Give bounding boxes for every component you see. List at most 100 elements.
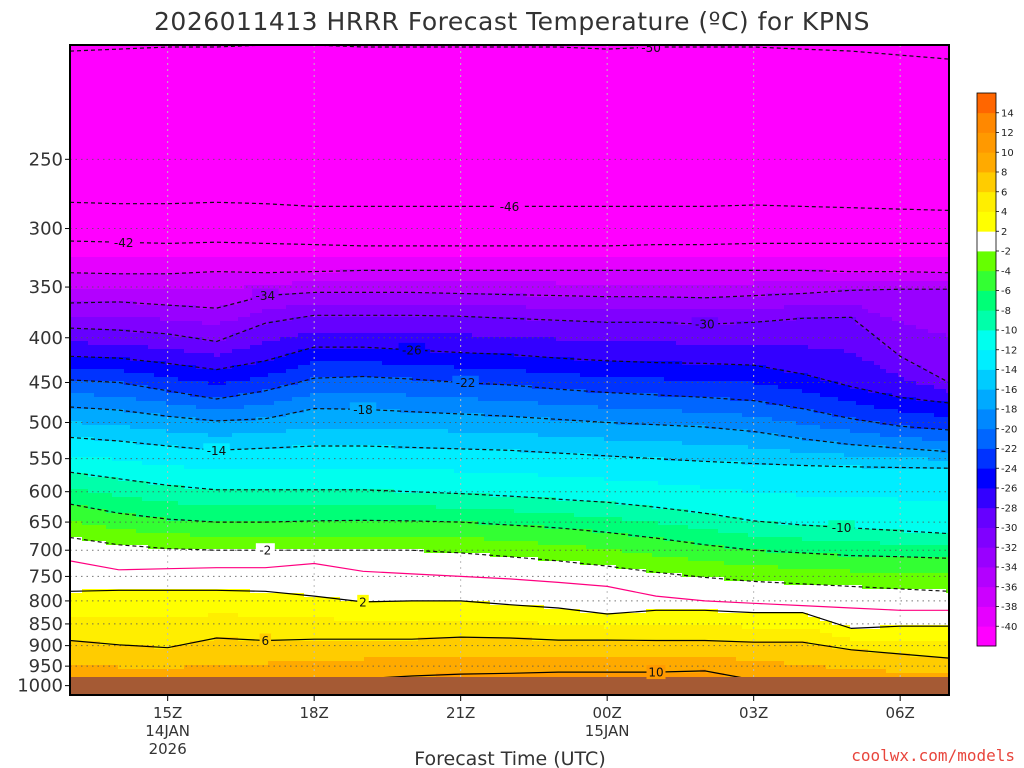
temperature-cell	[100, 589, 107, 618]
temperature-cell	[88, 425, 95, 438]
temperature-cell	[748, 433, 755, 450]
temperature-cell	[880, 557, 887, 574]
temperature-cell	[172, 377, 179, 394]
temperature-cell	[874, 313, 881, 338]
temperature-cell	[172, 521, 179, 534]
temperature-cell	[826, 349, 833, 382]
temperature-cell	[226, 381, 233, 398]
temperature-cell	[94, 357, 101, 370]
temperature-cell	[310, 305, 317, 318]
temperature-cell	[202, 449, 209, 470]
temperature-cell	[802, 497, 809, 526]
temperature-cell	[772, 641, 779, 662]
temperature-cell	[724, 429, 731, 446]
temperature-cell	[808, 45, 815, 258]
temperature-cell	[532, 525, 539, 542]
temperature-cell	[670, 409, 677, 426]
temperature-cell	[286, 401, 293, 414]
temperature-cell	[490, 509, 497, 526]
temperature-cell	[142, 45, 149, 258]
temperature-cell	[622, 625, 629, 642]
temperature-cell	[472, 337, 479, 354]
temperature-cell	[250, 593, 257, 618]
temperature-cell	[730, 413, 737, 430]
temperature-cell	[790, 281, 797, 294]
temperature-cell	[472, 269, 479, 282]
temperature-cell	[766, 293, 773, 310]
temperature-cell	[538, 497, 545, 514]
temperature-cell	[778, 537, 785, 554]
credit-link[interactable]: coolwx.com/models	[851, 746, 1015, 765]
temperature-cell	[298, 445, 305, 470]
temperature-cell	[610, 285, 617, 298]
temperature-cell	[346, 393, 353, 410]
colorbar-tick-label: -30	[1001, 523, 1017, 534]
temperature-cell	[550, 281, 557, 298]
temperature-cell	[352, 489, 359, 506]
temperature-cell	[304, 349, 311, 366]
temperature-cell	[502, 317, 509, 338]
temperature-cell	[436, 305, 443, 318]
temperature-cell	[934, 557, 941, 574]
temperature-cell	[838, 401, 845, 418]
temperature-cell	[340, 269, 347, 282]
temperature-cell	[760, 321, 767, 346]
temperature-cell	[676, 657, 683, 674]
temperature-cell	[940, 381, 947, 390]
temperature-cell	[346, 549, 353, 602]
temperature-cell	[904, 501, 911, 534]
temperature-cell	[430, 413, 437, 430]
temperature-cell	[364, 377, 371, 394]
temperature-cell	[700, 625, 707, 642]
temperature-cell	[370, 45, 377, 258]
temperature-cell	[82, 289, 89, 302]
temperature-cell	[232, 365, 239, 382]
temperature-cell	[268, 593, 275, 618]
temperature-cell	[586, 641, 593, 658]
temperature-cell	[946, 337, 949, 382]
temperature-cell	[148, 257, 155, 274]
temperature-cell	[358, 409, 365, 430]
temperature-cell	[232, 349, 239, 366]
temperature-cell	[208, 489, 215, 506]
temperature-cell	[520, 525, 527, 542]
temperature-cell	[634, 269, 641, 286]
temperature-cell	[70, 457, 77, 474]
temperature-cell	[748, 661, 755, 682]
temperature-cell	[712, 429, 719, 446]
y-tick-label: 400	[29, 328, 63, 349]
temperature-cell	[814, 645, 821, 666]
temperature-cell	[610, 257, 617, 270]
temperature-cell	[940, 257, 947, 274]
temperature-cell	[460, 601, 467, 622]
temperature-cell	[100, 369, 107, 382]
temperature-cell	[76, 641, 83, 666]
temperature-cell	[568, 609, 575, 626]
temperature-cell	[814, 377, 821, 394]
isotherm-label: -14	[207, 444, 227, 458]
temperature-cell	[112, 397, 119, 410]
temperature-cell	[412, 641, 419, 658]
temperature-cell	[514, 317, 521, 338]
temperature-cell	[370, 409, 377, 430]
temperature-cell	[838, 585, 845, 626]
temperature-cell	[556, 309, 563, 322]
temperature-cell	[88, 289, 95, 302]
temperature-cell	[280, 433, 287, 450]
temperature-cell	[244, 381, 251, 394]
temperature-cell	[574, 545, 581, 562]
isotherm--6	[70, 503, 949, 559]
temperature-cell	[316, 661, 323, 682]
temperature-cell	[892, 469, 899, 498]
temperature-cell	[730, 381, 737, 402]
temperature-cell	[478, 317, 485, 338]
temperature-cell	[652, 341, 659, 362]
temperature-cell	[844, 637, 851, 650]
temperature-cell	[736, 309, 743, 322]
temperature-cell	[544, 609, 551, 626]
temperature-cell	[760, 521, 767, 538]
temperature-cell	[460, 449, 467, 474]
temperature-cell	[928, 373, 935, 386]
temperature-cell	[934, 289, 941, 334]
temperature-cell	[226, 409, 233, 422]
